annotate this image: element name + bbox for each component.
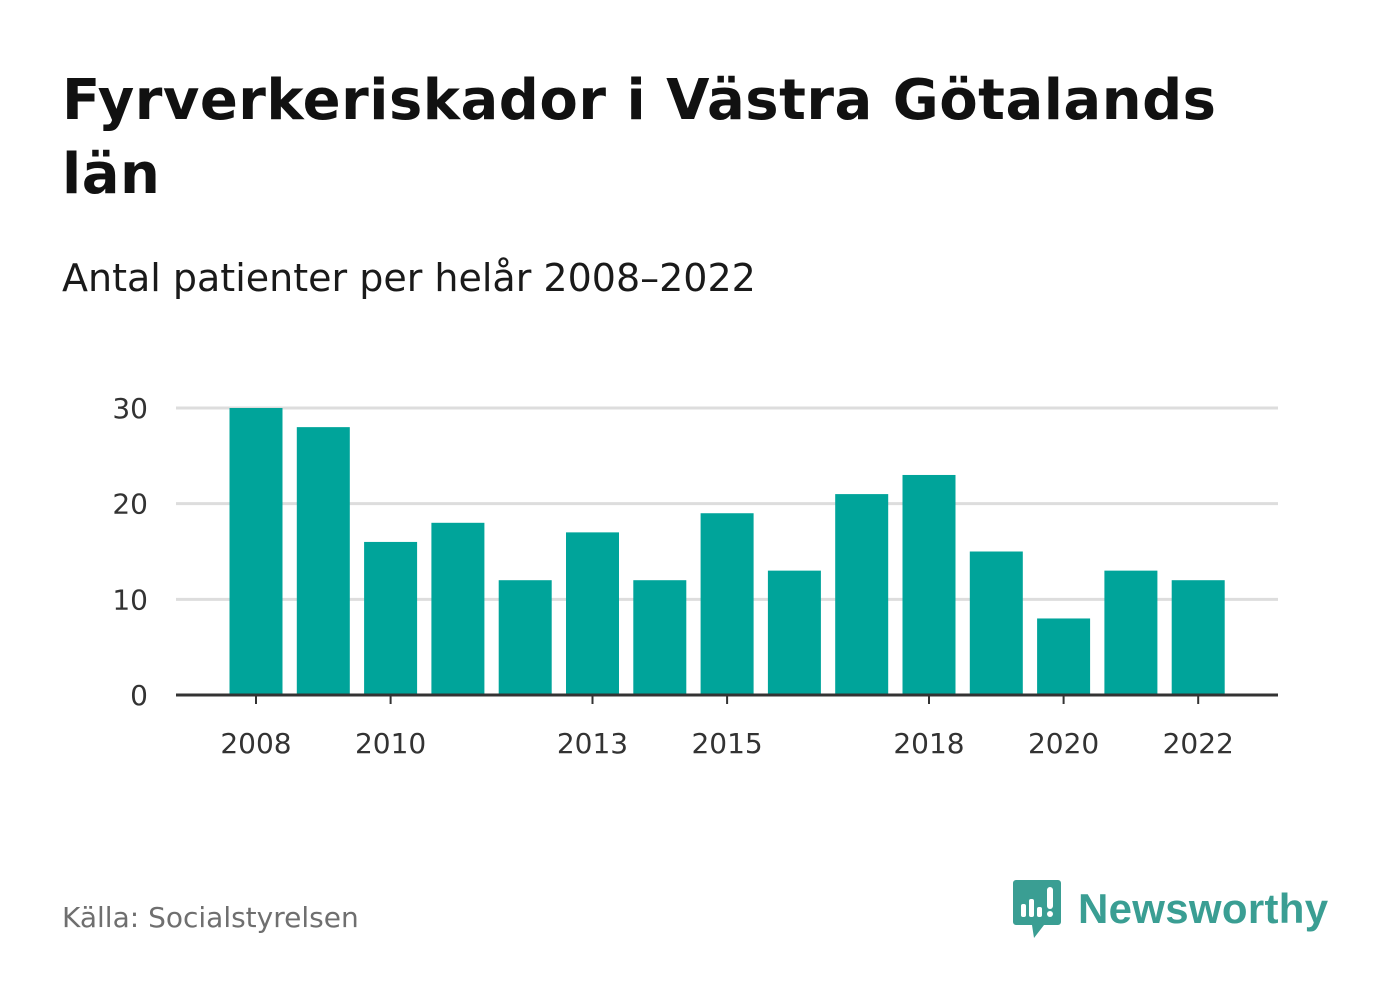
bar-2016: [767, 570, 821, 695]
bar-2013: [566, 532, 619, 695]
x-tick-label: 2008: [220, 727, 291, 760]
bar-2008: [229, 408, 283, 695]
bar-2021: [1104, 570, 1158, 695]
y-tick-label: 10: [112, 583, 148, 616]
axes: 0 10 20 30 2008 2010 2013 2015 2018 2020 2022: [112, 392, 1278, 760]
bar-2018: [902, 474, 956, 695]
x-tick-label: 2018: [893, 727, 964, 760]
bar-2020: [1037, 618, 1091, 695]
bar-2011: [431, 522, 485, 695]
y-tick-label: 30: [112, 392, 148, 425]
y-tick-label: 0: [130, 679, 148, 712]
source-note: Källa: Socialstyrelsen: [62, 901, 359, 934]
brand-logo[interactable]: Newsworthy: [1012, 878, 1328, 940]
bar-2009: [296, 427, 350, 695]
newsworthy-logo-icon: [1013, 880, 1061, 938]
bar-2019: [969, 551, 1023, 695]
chart-title: Fyrverkeriskador i Västra Götalands län: [62, 68, 1217, 207]
x-tick-label: 2020: [1028, 727, 1099, 760]
x-tick-label: 2022: [1163, 727, 1234, 760]
bar-chart: 0 10 20 30 2008 2010 2013 2015 2018 2020 2022: [112, 392, 1278, 760]
bar-2012: [498, 580, 552, 695]
x-tick-label: 2010: [355, 727, 426, 760]
bar-2017: [835, 494, 889, 695]
bar-2010: [364, 541, 418, 695]
chart-subtitle: Antal patienter per helår 2008–2022: [62, 256, 756, 300]
bar-2015: [700, 513, 754, 695]
bar-2014: [633, 580, 687, 695]
bar-2022: [1171, 580, 1225, 695]
brand-name: Newsworthy: [1078, 885, 1329, 932]
y-tick-label: 20: [112, 488, 148, 521]
bars: [229, 408, 1225, 695]
x-tick-label: 2015: [691, 727, 762, 760]
x-tick-label: 2013: [557, 727, 628, 760]
